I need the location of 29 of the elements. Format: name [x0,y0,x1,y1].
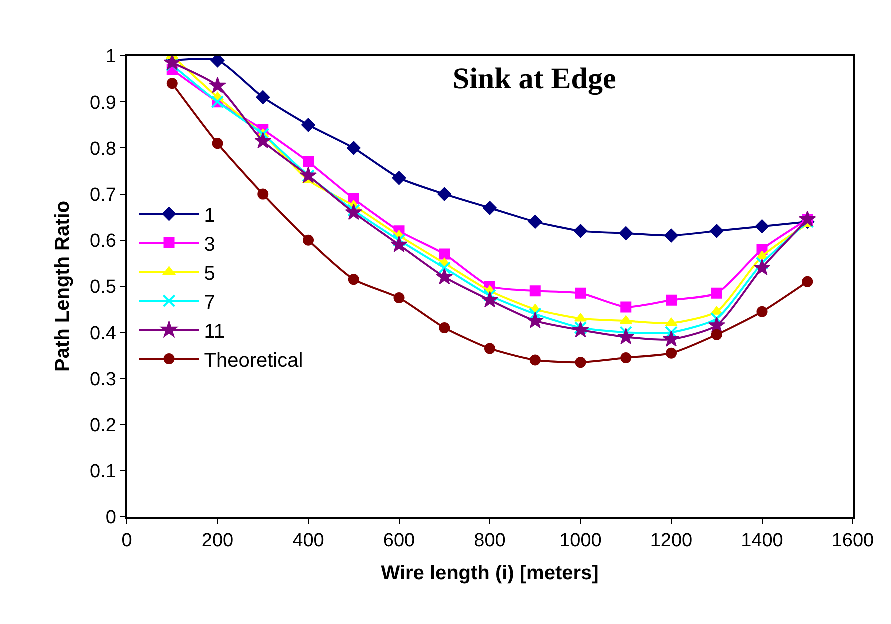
legend-label: 11 [204,320,226,343]
legend-label: Theoretical [204,350,304,372]
y-tick-label: 0.2 [90,415,116,436]
x-tick-label: 1200 [650,530,693,552]
y-tick-label: 0 [106,508,116,529]
y-tick-label: 0.9 [90,92,116,114]
x-tick-label: 1600 [832,530,874,552]
x-tick-label: 1000 [560,530,602,552]
x-tick-label: 0 [122,530,132,552]
legend-label: 7 [204,292,216,314]
x-tick-label: 600 [383,530,416,552]
y-tick-label: 0.5 [90,277,116,298]
x-tick-label: 200 [202,530,234,552]
y-tick-label: 0.8 [90,138,116,160]
x-tick-label: 800 [474,530,506,552]
legend-label: 5 [204,262,216,285]
legend-label: 3 [204,234,216,256]
x-axis-title: Wire length (i) [meters] [381,562,599,585]
y-tick-label: 0.6 [90,231,116,252]
y-tick-label: 0.7 [90,184,116,206]
x-tick-label: 400 [292,530,324,552]
chart-title: Sink at Edge [452,62,616,96]
y-tick-label: 0.3 [90,369,116,390]
legend-label: 1 [204,204,216,227]
y-axis-title: Path Length Ratio [52,200,74,372]
y-tick-label: 1 [106,46,116,68]
y-tick-label: 0.4 [90,323,117,344]
y-tick-label: 0.1 [90,462,116,483]
x-tick-label: 1400 [741,530,784,552]
